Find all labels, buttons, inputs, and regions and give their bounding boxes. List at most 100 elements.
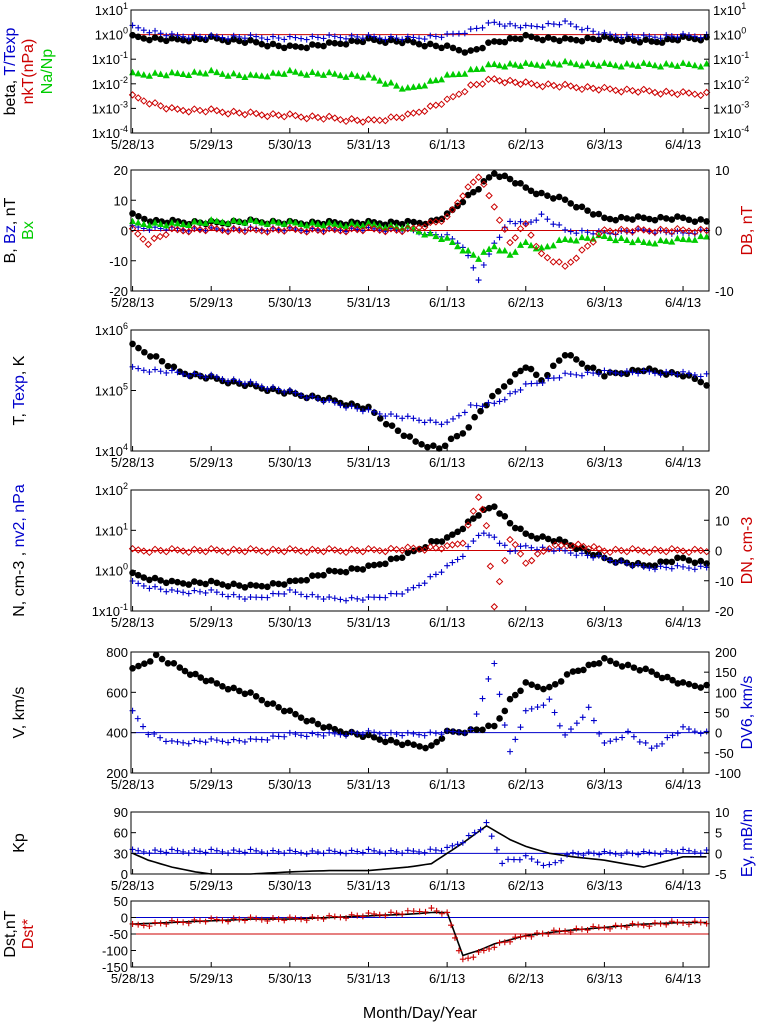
data-point bbox=[567, 20, 574, 27]
y-tick-label-right: 10 bbox=[715, 163, 729, 178]
data-point bbox=[459, 956, 466, 963]
data-point bbox=[213, 106, 221, 115]
data-point bbox=[545, 375, 552, 382]
data-point bbox=[270, 590, 276, 597]
data-point bbox=[275, 35, 282, 42]
data-point bbox=[491, 722, 498, 730]
data-point bbox=[146, 353, 154, 360]
data-point bbox=[331, 913, 338, 920]
data-point bbox=[309, 847, 316, 854]
data-point bbox=[393, 413, 400, 420]
data-point bbox=[303, 36, 310, 43]
data-point bbox=[247, 216, 255, 223]
data-point bbox=[376, 222, 384, 229]
data-point bbox=[225, 593, 232, 600]
data-point bbox=[157, 848, 164, 855]
data-point bbox=[651, 228, 659, 237]
data-point bbox=[668, 238, 676, 245]
data-point bbox=[331, 725, 339, 733]
data-point bbox=[470, 538, 477, 545]
data-point bbox=[163, 369, 170, 376]
data-point bbox=[353, 220, 361, 228]
data-point bbox=[470, 515, 477, 522]
data-point bbox=[196, 917, 203, 924]
data-point bbox=[522, 542, 529, 549]
data-point bbox=[331, 595, 338, 602]
data-point bbox=[601, 739, 608, 746]
y-tick-label-right: 0 bbox=[715, 726, 722, 741]
data-point bbox=[342, 117, 350, 126]
data-point bbox=[291, 111, 300, 120]
data-point bbox=[192, 670, 199, 678]
data-point bbox=[512, 547, 519, 554]
y-axis-label-left: T, Texp, K bbox=[11, 355, 28, 425]
data-point bbox=[382, 738, 389, 746]
data-point bbox=[646, 33, 653, 40]
series-nv2 bbox=[129, 530, 710, 604]
data-point bbox=[459, 430, 467, 437]
data-point bbox=[292, 731, 299, 738]
data-point bbox=[427, 573, 434, 580]
data-point bbox=[600, 83, 609, 92]
data-point bbox=[382, 413, 389, 420]
data-point bbox=[179, 547, 187, 555]
data-point bbox=[573, 720, 580, 727]
data-point bbox=[636, 667, 644, 674]
data-point bbox=[578, 26, 585, 33]
data-point bbox=[135, 365, 142, 372]
data-point bbox=[480, 248, 488, 255]
data-point bbox=[495, 216, 504, 224]
data-point bbox=[354, 848, 361, 855]
y-axis-label-left-2: Bx bbox=[20, 221, 37, 240]
data-point bbox=[157, 734, 164, 741]
data-point bbox=[449, 842, 456, 849]
data-point bbox=[258, 736, 265, 743]
data-point bbox=[207, 105, 215, 113]
data-point bbox=[691, 559, 699, 567]
data-point bbox=[393, 731, 400, 738]
data-point bbox=[326, 729, 333, 736]
plot-frame bbox=[130, 651, 710, 774]
data-point bbox=[612, 850, 619, 857]
data-point bbox=[450, 415, 457, 422]
data-point bbox=[465, 832, 472, 839]
data-point bbox=[685, 565, 692, 572]
data-point bbox=[569, 668, 577, 675]
data-point bbox=[365, 32, 372, 39]
data-point bbox=[607, 925, 614, 932]
data-point bbox=[668, 565, 675, 572]
data-point bbox=[527, 556, 536, 565]
data-point bbox=[572, 237, 580, 244]
data-point bbox=[196, 106, 204, 115]
data-point bbox=[370, 733, 378, 741]
data-point bbox=[662, 558, 670, 566]
data-point bbox=[613, 736, 620, 743]
data-point bbox=[381, 117, 390, 125]
data-point bbox=[152, 27, 159, 34]
data-point bbox=[168, 544, 176, 553]
data-point bbox=[258, 916, 265, 923]
data-point bbox=[653, 743, 660, 750]
data-point bbox=[703, 382, 710, 389]
data-point bbox=[235, 546, 244, 555]
data-point bbox=[263, 228, 272, 236]
data-point bbox=[202, 70, 210, 77]
data-point bbox=[292, 848, 299, 855]
data-point bbox=[275, 580, 282, 588]
data-point bbox=[235, 226, 244, 234]
data-point bbox=[467, 26, 474, 33]
data-point bbox=[584, 544, 593, 553]
data-point bbox=[331, 114, 339, 122]
data-point bbox=[247, 32, 254, 39]
data-point bbox=[562, 547, 569, 554]
data-point bbox=[213, 589, 220, 596]
data-point bbox=[404, 729, 411, 736]
data-point bbox=[190, 218, 198, 225]
data-point bbox=[640, 563, 647, 570]
data-point bbox=[398, 114, 406, 122]
data-point bbox=[218, 226, 227, 234]
data-point bbox=[174, 69, 182, 77]
data-point bbox=[612, 231, 619, 238]
data-point bbox=[404, 33, 411, 40]
data-point bbox=[365, 562, 372, 569]
